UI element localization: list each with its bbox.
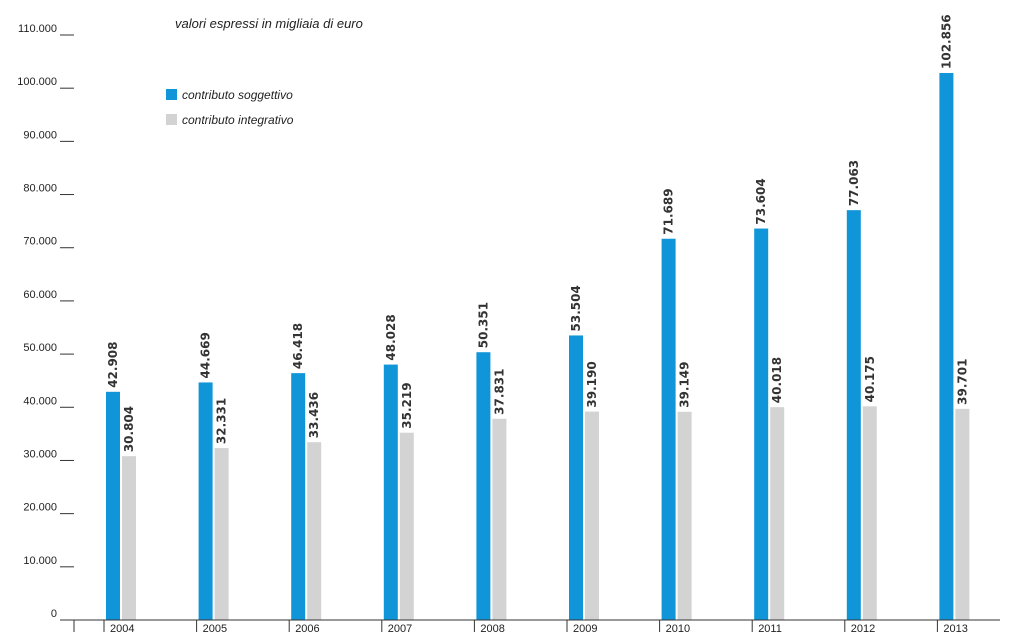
y-tick-label: 30.000 [23,448,57,460]
data-label: 50.351 [476,302,490,348]
y-tick-label: 90.000 [23,129,57,141]
x-tick-label: 2010 [666,623,690,635]
y-tick-label: 80.000 [23,183,57,195]
y-tick-label: 40.000 [23,395,57,407]
bar-integrativo [862,406,877,620]
data-label: 32.331 [215,398,229,444]
data-label: 71.689 [662,188,676,234]
bar-integrativo [307,442,322,620]
y-tick-label: 100.000 [17,76,57,88]
x-tick-label: 2013 [943,623,967,635]
legend-swatch-integrativo [166,114,177,125]
data-label: 53.504 [569,285,583,331]
bar-soggettivo [291,373,306,620]
data-label: 37.831 [492,368,506,414]
bar-integrativo [585,411,599,620]
data-label: 30.804 [122,406,136,452]
y-tick-label: 20.000 [23,502,57,514]
y-tick-label: 10.000 [23,555,57,567]
data-label: 40.175 [863,356,877,402]
x-tick-label: 2004 [110,623,134,635]
bar-soggettivo [106,391,120,620]
bar-integrativo [677,411,692,620]
y-tick-label: 0 [51,608,57,620]
data-label: 39.149 [678,361,692,407]
data-label: 40.018 [770,357,784,403]
bar-soggettivo [661,238,676,620]
legend-label-integrativo: contributo integrativo [182,113,294,127]
data-label: 42.908 [106,341,120,387]
x-tick-label: 2005 [203,623,227,635]
bar-integrativo [492,418,507,620]
bar-integrativo [399,432,414,620]
x-tick-label: 2011 [758,623,782,635]
bar-integrativo [955,408,970,620]
bars [106,72,970,620]
bar-integrativo [214,448,229,620]
data-label: 39.190 [585,361,599,407]
data-label: 73.604 [754,178,768,224]
data-label: 39.701 [955,359,969,405]
data-label: 44.669 [199,332,213,378]
y-tick-label: 50.000 [23,342,57,354]
x-tick-label: 2008 [480,623,504,635]
x-tick-label: 2009 [573,623,597,635]
x-tick-label: 2012 [851,623,875,635]
legend-swatch-soggettivo [166,89,177,100]
x-tick-label: 2007 [388,623,412,635]
bar-integrativo [770,407,785,620]
y-tick-label: 110.000 [18,23,57,35]
x-axis: 2004 2005 2006 2007 2008 2009 2010 2011 2012 2013 [73,619,1000,635]
data-label: 102.856 [939,14,953,69]
y-axis: 0 10.000 20.000 30.000 40.000 50.000 60.000 70.… [17,23,74,621]
bar-soggettivo [939,72,954,620]
y-tick-label: 70.000 [23,236,57,248]
data-label: 33.436 [307,392,321,438]
data-label: 77.063 [847,160,861,206]
bar-soggettivo [846,210,861,620]
bar-soggettivo [569,335,583,620]
bar-soggettivo [198,382,213,620]
legend: contributo soggettivo contributo integra… [166,88,294,127]
bar-soggettivo [383,364,398,620]
bar-integrativo [122,456,136,620]
bar-soggettivo [476,352,491,620]
chart-subtitle: valori espressi in migliaia di euro [175,16,363,31]
value-labels: 42.908 30.804 44.669 32.331 46.418 33.436 48.0… [106,14,969,452]
legend-label-soggettivo: contributo soggettivo [182,88,293,102]
bar-soggettivo [754,228,769,620]
x-tick-label: 2006 [295,623,319,635]
data-label: 46.418 [291,323,305,369]
data-label: 35.219 [400,382,414,428]
data-label: 48.028 [384,314,398,360]
y-tick-label: 60.000 [23,289,57,301]
